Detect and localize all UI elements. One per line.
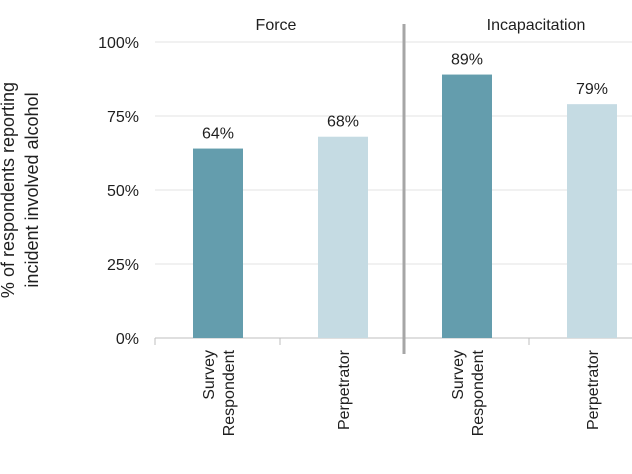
y-tick-label: 50% <box>107 183 139 200</box>
bar <box>567 104 617 338</box>
bar <box>318 136 368 338</box>
y-axis-label: % of respondents reporting incident invol… <box>0 82 42 298</box>
x-category-label: Perpetrator <box>585 349 602 430</box>
bars <box>193 74 617 338</box>
data-label: 68% <box>327 114 359 131</box>
bar <box>193 148 243 338</box>
x-category-label-line: Respondent <box>221 349 238 436</box>
y-axis-label-line: % of respondents reporting <box>0 82 18 298</box>
x-category-label: Survey Respondent <box>201 349 238 436</box>
x-category-label-line: Survey <box>201 350 218 400</box>
x-category-label-line: Perpetrator <box>336 349 353 430</box>
x-category-label-line: Perpetrator <box>585 349 602 430</box>
y-tick-label: 100% <box>98 35 139 52</box>
panel-title: Force <box>256 17 297 34</box>
y-axis-label-line: incident involved alcohol <box>22 92 42 287</box>
y-tick-label: 25% <box>107 257 139 274</box>
x-category-label-line: Survey <box>450 350 467 400</box>
bar <box>442 74 492 338</box>
x-category-label-line: Respondent <box>470 349 487 436</box>
y-tick-label: 0% <box>116 331 139 348</box>
data-label: 89% <box>451 52 483 69</box>
y-tick-label: 75% <box>107 109 139 126</box>
data-label: 64% <box>202 126 234 143</box>
data-label: 79% <box>576 81 608 98</box>
panel-title: Incapacitation <box>487 17 586 34</box>
x-category-label: Survey Respondent <box>450 349 487 436</box>
x-category-label: Perpetrator <box>336 349 353 430</box>
